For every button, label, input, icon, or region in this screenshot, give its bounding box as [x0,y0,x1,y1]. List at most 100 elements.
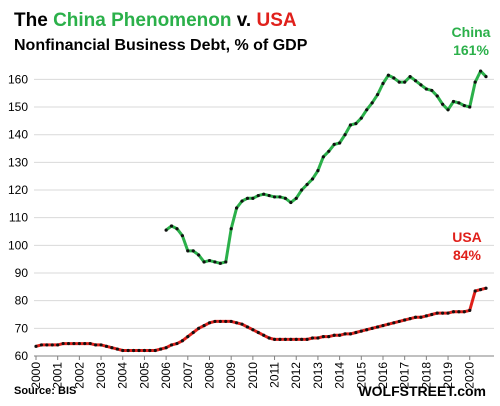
china-data-point [403,80,407,84]
china-data-point [327,149,331,153]
usa-data-point [408,317,412,321]
china-data-point [235,206,239,210]
title-prefix: The [14,10,53,31]
china-data-point [191,249,195,253]
china-data-point [267,193,271,198]
usa-data-point [207,321,212,325]
usa-data-point [310,336,315,340]
usa-data-point [104,344,109,348]
usa-data-point [381,323,385,328]
usa-data-point [446,311,450,315]
china-data-point [424,87,428,91]
end-labels: China 161% USA 84% [452,24,491,263]
china-data-point [478,69,483,73]
china-data-point [468,105,472,109]
usa-data-point [294,337,298,342]
usa-data-point [370,326,374,330]
usa-data-point [218,319,222,324]
china-end-label-value: 161% [453,42,489,58]
usa-data-point [348,332,353,336]
usa-data-point [224,319,228,324]
title-middle: v. [231,10,256,31]
usa-data-point [191,330,195,335]
china-data-point [316,169,320,173]
y-tick-label: 130 [8,155,28,169]
x-tick-label: 2001 [51,362,65,389]
usa-data-point [61,341,65,346]
x-tick-label: 2007 [181,362,195,389]
usa-data-point [321,335,325,339]
china-data-point [365,108,369,112]
china-data-point [207,258,212,263]
brand-watermark: WOLFSTREET.com [358,383,486,399]
usa-data-point [159,347,163,351]
china-data-point [381,81,385,86]
usa-data-point [403,318,407,322]
x-tick-label: 2018 [419,362,433,389]
usa-end-label-name: USA [452,229,482,245]
china-data-point [180,234,184,238]
usa-data-point [77,341,81,346]
china-data-point [413,79,418,83]
china-data-point [283,196,287,200]
china-data-point [164,228,168,232]
usa-data-point [240,322,244,326]
x-tick-label: 2000 [29,362,43,389]
usa-data-point [289,337,293,342]
china-data-point [408,74,412,79]
usa-data-point [473,289,477,293]
usa-data-point [175,341,179,346]
source-note: Source: BIS [14,385,76,397]
usa-data-point [413,315,418,319]
usa-end-label-value: 84% [453,247,482,263]
china-data-point [419,83,423,87]
china-data-point [289,200,293,205]
usa-data-point [267,336,271,340]
usa-data-point [245,325,250,329]
china-data-point [169,224,174,228]
china-data-point [175,227,179,231]
usa-data-point [126,348,130,353]
usa-data-point [305,337,309,342]
usa-data-point [272,337,277,342]
china-data-point [256,193,260,198]
y-tick-label: 120 [8,183,28,197]
china-data-point [202,260,206,264]
usa-data-point [251,328,255,332]
china-data-point [218,261,222,265]
usa-data-point [142,348,147,353]
x-tick-label: 2013 [311,362,325,389]
usa-data-point [39,343,44,347]
x-tick-label: 2002 [72,362,86,389]
x-tick-label: 2009 [224,362,238,389]
title-usa: USA [256,10,296,31]
usa-data-point [392,321,396,325]
china-data-point [245,196,250,200]
china-data-point [186,249,190,253]
y-tick-label: 90 [15,266,29,280]
x-tick-label: 2004 [116,362,130,389]
china-data-point [457,101,461,105]
usa-data-point [462,310,466,314]
usa-data-point [484,286,488,290]
x-tick-label: 2017 [398,362,412,389]
chart-title: The China Phenomenon v. USA [14,10,297,31]
china-data-point [224,260,228,264]
x-tick-label: 2006 [159,362,173,389]
y-tick-label: 100 [8,238,28,252]
usa-data-point [169,343,174,347]
china-data-point [251,196,255,200]
usa-data-point [397,319,401,324]
china-data-point [240,199,244,203]
series-layer [34,69,488,353]
x-tick-label: 2011 [268,362,282,388]
usa-data-point [256,330,260,335]
china-data-point [441,102,445,106]
y-tick-label: 60 [15,349,29,363]
x-tick-label: 2008 [202,362,216,389]
usa-data-point [66,341,71,346]
china-data-point [473,80,477,84]
x-tick-label: 2014 [333,362,347,389]
china-data-point [451,99,456,104]
